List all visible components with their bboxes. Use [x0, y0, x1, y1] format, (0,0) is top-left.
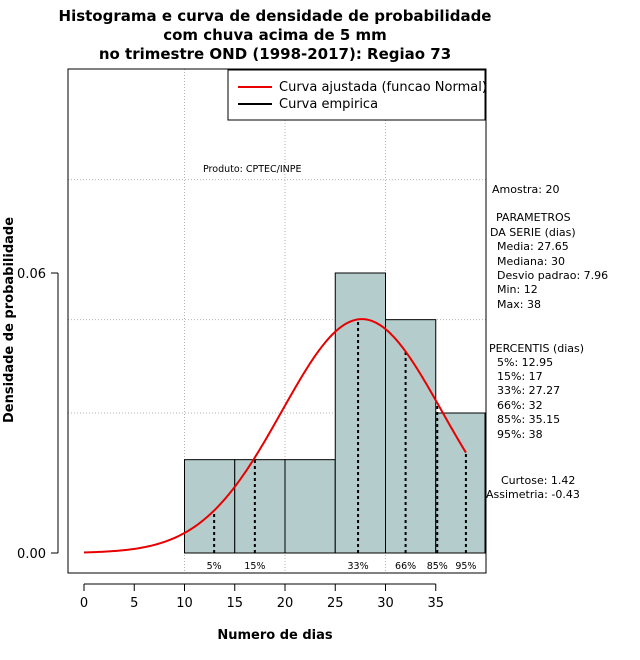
param-desvio: Desvio padrao: 7.96 — [497, 269, 608, 282]
histogram-bar — [435, 412, 486, 554]
param-max: Max: 38 — [497, 298, 541, 311]
normal-curve — [83, 318, 467, 554]
histogram-bar — [385, 319, 437, 554]
plot-frame — [67, 68, 487, 574]
percentile-85: 85%: 35.15 — [497, 413, 560, 426]
param-media: Media: 27.65 — [497, 240, 569, 253]
percentile-5: 5%: 12.95 — [497, 356, 553, 369]
params-header-1: PARAMETROS — [496, 211, 571, 224]
x-tick-label: 30 — [377, 596, 394, 611]
chart-title-line-1: Histograma e curva de densidade de proba… — [59, 7, 492, 25]
histogram-bar — [184, 459, 236, 554]
fitted-normal-curve — [83, 318, 467, 554]
legend-label-fitted: Curva ajustada (funcao Normal) — [279, 80, 487, 95]
y-tick-label: 0.00 — [17, 547, 46, 562]
histogram-bar — [234, 459, 286, 554]
percentile-15: 15%: 17 — [497, 370, 543, 383]
x-tick-label: 20 — [277, 596, 294, 611]
legend: Curva ajustada (funcao Normal) Curva emp… — [227, 69, 487, 121]
product-label: Produto: CPTEC/INPE — [203, 164, 302, 175]
legend-label-empirical: Curva empirica — [279, 97, 378, 112]
assimetria: Assimetria: -0.43 — [486, 488, 580, 501]
histogram-bars — [184, 272, 486, 554]
chart-title-line-2: com chuva acima de 5 mm — [163, 26, 387, 44]
percentile-line-label: 95% — [455, 561, 476, 572]
sample-size: Amostra: 20 — [492, 183, 559, 196]
y-axis: 0.00 0.06 — [17, 267, 59, 562]
x-tick-label: 35 — [427, 596, 444, 611]
params-header-2: DA SERIE (dias) — [490, 226, 576, 239]
percentile-66: 66%: 32 — [497, 399, 543, 412]
percentile-95: 95%: 38 — [497, 428, 543, 441]
percentile-line-label: 33% — [348, 561, 369, 572]
param-mediana: Mediana: 30 — [497, 255, 565, 268]
percentile-line-label: 5% — [207, 561, 222, 572]
x-tick-label: 0 — [80, 596, 88, 611]
percentiles-header: PERCENTIS (dias) — [489, 342, 584, 355]
percentile-line-label: 66% — [395, 561, 416, 572]
percentile-line-label: 85% — [427, 561, 448, 572]
x-axis-title: Numero de dias — [217, 628, 333, 643]
x-axis: 0 5 10 15 20 25 30 35 — [80, 583, 444, 611]
percentile-lines: 5% 15% 33% 66% 85% 95% — [207, 319, 476, 572]
statistics-panel: Amostra: 20 PARAMETROS DA SERIE (dias) M… — [486, 183, 608, 501]
y-axis-title: Densidade de probabilidade — [2, 217, 17, 423]
x-tick-label: 15 — [226, 596, 243, 611]
percentile-line-label: 15% — [244, 561, 265, 572]
percentile-33: 33%: 27.27 — [497, 384, 560, 397]
param-min: Min: 12 — [497, 283, 538, 296]
histogram-bar — [284, 459, 336, 554]
x-tick-label: 25 — [327, 596, 344, 611]
y-tick-label: 0.06 — [17, 267, 46, 282]
x-tick-label: 10 — [176, 596, 193, 611]
curtose: Curtose: 1.42 — [501, 474, 575, 487]
chart-title-line-3: no trimestre OND (1998-2017): Regiao 73 — [99, 45, 451, 63]
x-tick-label: 5 — [130, 596, 138, 611]
histogram-bar — [334, 272, 386, 554]
legend-box — [227, 69, 486, 121]
